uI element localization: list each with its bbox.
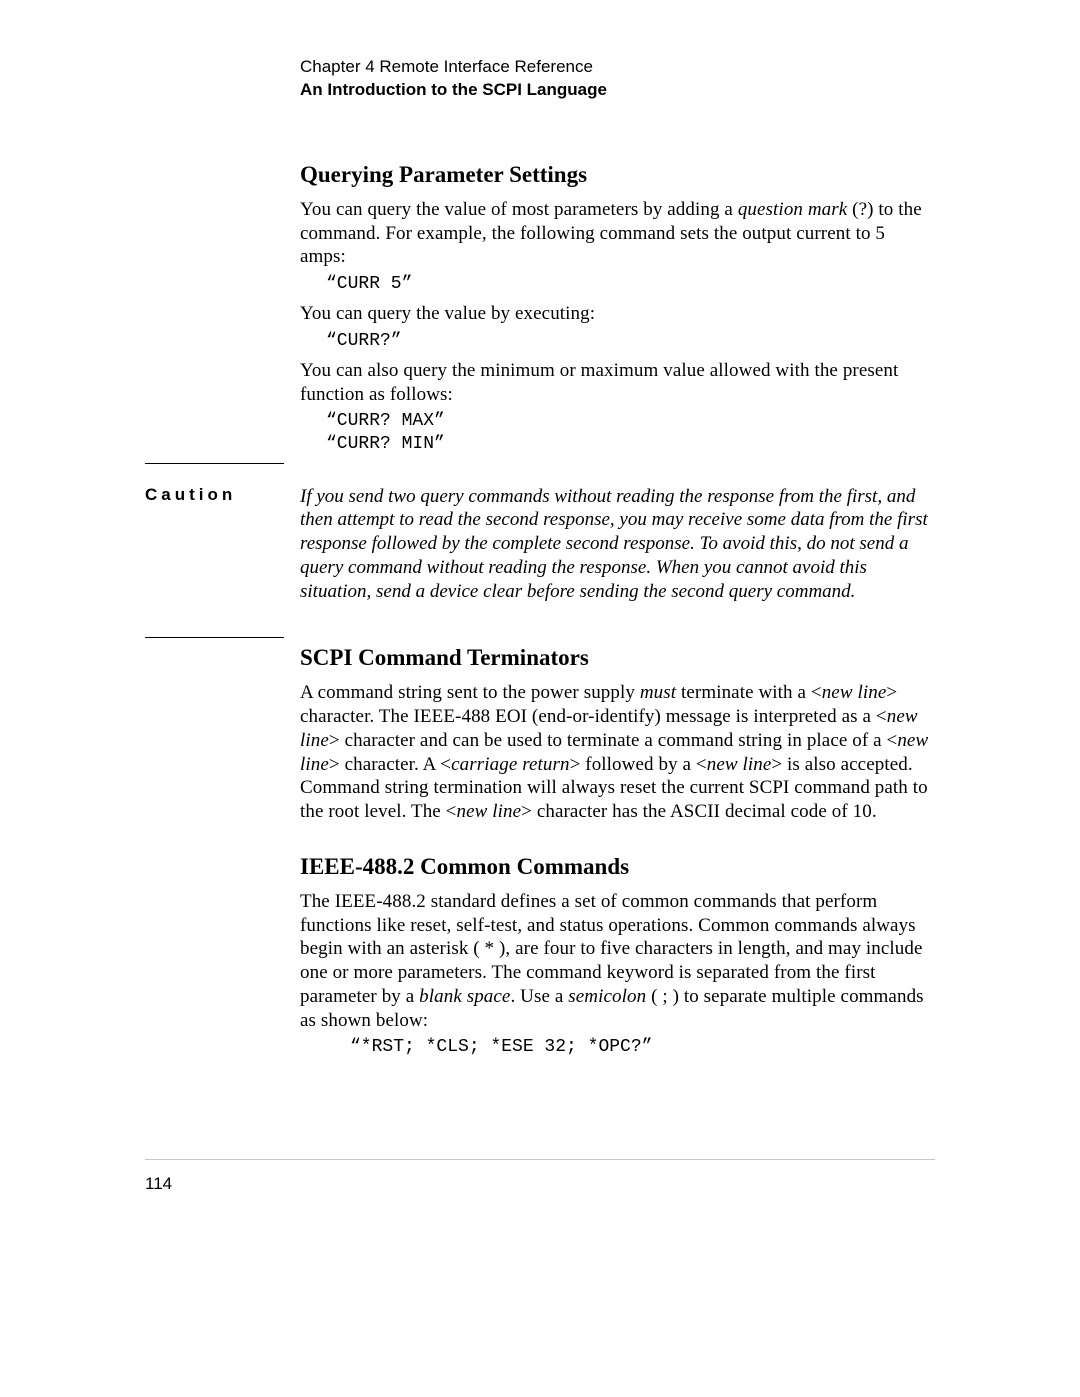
text-emphasis: blank space bbox=[419, 986, 510, 1007]
code-line: “CURR? MIN” bbox=[326, 433, 935, 456]
code-block: “CURR 5” bbox=[326, 273, 935, 296]
heading-terminators: SCPI Command Terminators bbox=[300, 645, 935, 671]
code-block: “CURR? MAX” “CURR? MIN” bbox=[326, 410, 935, 456]
horizontal-rule bbox=[145, 463, 284, 464]
code-line: “CURR? MAX” bbox=[326, 410, 935, 433]
horizontal-rule bbox=[145, 637, 284, 638]
page: Chapter 4 Remote Interface Reference An … bbox=[0, 0, 1080, 1397]
code-line: “*RST; *CLS; *ESE 32; *OPC?” bbox=[350, 1036, 935, 1059]
text-run: > character. A < bbox=[329, 754, 451, 775]
section-line: An Introduction to the SCPI Language bbox=[300, 79, 935, 102]
text-run: A command string sent to the power suppl… bbox=[300, 682, 640, 703]
text-run: . Use a bbox=[510, 986, 568, 1007]
caution-text: If you send two query commands without r… bbox=[300, 485, 935, 604]
paragraph: You can query the value by executing: bbox=[300, 302, 935, 326]
code-block: “CURR?” bbox=[326, 330, 935, 353]
code-line: “CURR 5” bbox=[326, 273, 935, 296]
code-line: “CURR?” bbox=[326, 330, 935, 353]
text-emphasis: question mark bbox=[738, 199, 847, 220]
text-run: > character and can be used to terminate… bbox=[329, 730, 897, 751]
paragraph: You can query the value of most paramete… bbox=[300, 198, 935, 269]
footer-rule bbox=[145, 1159, 935, 1160]
chapter-line: Chapter 4 Remote Interface Reference bbox=[300, 56, 935, 79]
text-emphasis: new line bbox=[707, 754, 772, 775]
paragraph: A command string sent to the power suppl… bbox=[300, 681, 935, 824]
text-run: > followed by a < bbox=[570, 754, 707, 775]
text-run: > character has the ASCII decimal code o… bbox=[521, 801, 877, 822]
heading-querying: Querying Parameter Settings bbox=[300, 162, 935, 188]
text-emphasis: must bbox=[640, 682, 676, 703]
caution-label: Caution bbox=[145, 485, 236, 505]
code-block: “*RST; *CLS; *ESE 32; *OPC?” bbox=[350, 1036, 935, 1059]
caution-block: Caution If you send two query commands w… bbox=[0, 485, 1080, 604]
heading-common-commands: IEEE-488.2 Common Commands bbox=[300, 854, 935, 880]
text-run: terminate with a < bbox=[676, 682, 822, 703]
text-emphasis: semicolon bbox=[568, 986, 646, 1007]
page-header: Chapter 4 Remote Interface Reference An … bbox=[300, 56, 935, 102]
text-emphasis: new line bbox=[457, 801, 522, 822]
text-emphasis: carriage return bbox=[451, 754, 569, 775]
page-number: 114 bbox=[145, 1174, 1080, 1194]
text-run: You can query the value of most paramete… bbox=[300, 199, 738, 220]
paragraph: You can also query the minimum or maximu… bbox=[300, 359, 935, 407]
paragraph: The IEEE-488.2 standard defines a set of… bbox=[300, 890, 935, 1033]
text-emphasis: new line bbox=[822, 682, 887, 703]
